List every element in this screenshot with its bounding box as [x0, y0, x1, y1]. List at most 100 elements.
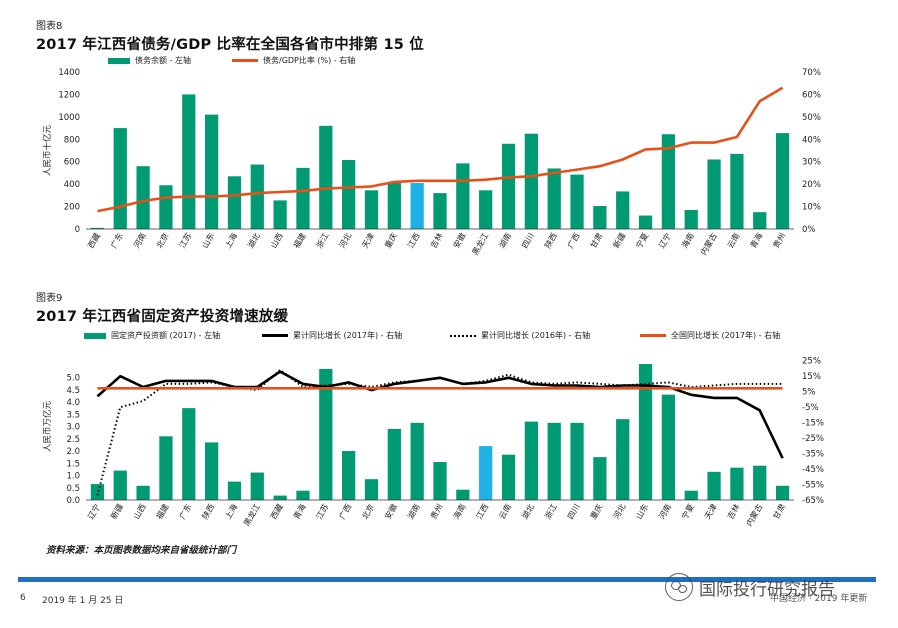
x-tick-label: 海南	[451, 502, 468, 521]
bar-山东	[638, 364, 653, 500]
y-left-tick-label: 1000	[58, 113, 80, 123]
black-line-swatch	[262, 334, 288, 337]
series-line-累计同比增长 (2017年) - 右轴	[96, 370, 784, 459]
y-right-tick-label: 50%	[802, 113, 821, 123]
y-right-tick-label: -5%	[802, 403, 819, 413]
bar-贵州	[433, 462, 447, 500]
bar-江西	[410, 183, 424, 229]
page-date: 2019 年 1 月 25 日	[42, 596, 124, 606]
bar-西藏	[273, 495, 287, 500]
y-right-tick-label: -55%	[802, 481, 824, 491]
fig9-legend-national-label: 全国同比增长 (2017年) - 右轴	[671, 331, 781, 340]
bar-江西	[479, 446, 493, 500]
fig9-legend-national: 全国同比增长 (2017年) - 右轴	[640, 330, 780, 341]
fig9-legend-2017-label: 累计同比增长 (2017年) - 右轴	[293, 331, 403, 340]
y-left-tick-label: 1.5	[66, 459, 80, 469]
x-tick-label: 辽宁	[85, 502, 102, 521]
x-tick-label: 甘肃	[771, 502, 788, 521]
y-left-tick-label: 4.0	[66, 398, 80, 408]
footer-note: 中国经济 · 2019 年更新	[770, 594, 868, 604]
x-tick-label: 宁夏	[679, 502, 696, 521]
figure-8-title: 2017 年江西省债务/GDP 比率在全国各省市中排第 15 位	[36, 37, 424, 53]
bar-广西	[570, 174, 584, 229]
x-tick-label: 湖南	[405, 502, 422, 521]
fig8-legend-line-label: 债务/GDP比率 (%) - 右轴	[263, 56, 356, 65]
y-right-tick-label: 20%	[802, 180, 821, 190]
bar-内蒙古	[753, 465, 767, 500]
y-right-tick-label: 0%	[802, 225, 816, 235]
bar-四川	[524, 133, 538, 229]
chart-fixed-asset-investment: 0.0 0.5 1.0 1.5 2.0 2.5 3.0 3.5 4.0 4.5 5.0 -65% -55…	[42, 357, 824, 528]
bar-辽宁	[90, 484, 105, 500]
series-line-债务/GDP比率 (%) - 右轴	[97, 86, 784, 213]
y-right-tick-label: 70%	[802, 68, 821, 78]
x-tick-label: 广东	[177, 502, 194, 521]
bar-浙江	[547, 422, 561, 500]
x-tick-label: 河北	[611, 502, 628, 521]
bar-上海	[227, 176, 242, 229]
y-left-tick-label: 600	[64, 158, 80, 168]
y-right-tick-label: 5%	[802, 388, 816, 398]
x-tick-label: 天津	[702, 502, 719, 521]
y-left-tick-label: 0.0	[66, 496, 80, 506]
y-left-tick-label: 800	[64, 135, 80, 145]
bar-辽宁	[661, 134, 676, 229]
x-tick-label: 内蒙古	[744, 502, 765, 528]
x-tick-label: 浙江	[542, 502, 559, 521]
x-tick-label: 安徽	[382, 502, 399, 521]
bar-湖南	[410, 422, 424, 500]
y-right-tick-label: 40%	[802, 135, 821, 145]
bar-浙江	[319, 125, 333, 229]
y-axis-label: 人民币万亿元	[42, 401, 53, 453]
fig9-legend-bar-label: 固定资产投资额 (2017) - 左轴	[111, 331, 221, 340]
bar-甘肃	[593, 206, 607, 229]
bar-福建	[159, 436, 173, 500]
x-tick-label: 福建	[154, 502, 171, 521]
bar-河北	[342, 160, 356, 229]
y-left-tick-label: 4.5	[66, 386, 80, 396]
y-left-tick-label: 3.0	[66, 423, 80, 433]
bar-甘肃	[775, 485, 790, 500]
x-tick-label: 新疆	[108, 502, 125, 521]
bar-吉林	[730, 467, 744, 500]
y-right-tick-label: -15%	[802, 419, 824, 429]
bar-山西	[136, 485, 150, 500]
y-left-tick-label: 5.0	[66, 374, 80, 384]
footer-rule	[18, 577, 876, 582]
y-right-tick-label: 30%	[802, 158, 821, 168]
y-left-tick-label: 0	[75, 225, 80, 235]
bar-云南	[501, 454, 516, 500]
y-left-tick-label: 2.0	[66, 447, 80, 457]
bar-天津	[707, 471, 721, 500]
x-tick-label: 陕西	[200, 502, 217, 521]
bar-西藏	[90, 227, 105, 229]
bar-宁夏	[638, 215, 653, 229]
bar-湖北	[524, 421, 538, 500]
y-right-tick-label: -45%	[802, 465, 824, 475]
bar-吉林	[433, 193, 447, 229]
y-axis-label: 人民币十亿元	[42, 125, 53, 177]
bar-湖北	[250, 164, 264, 229]
bar-陕西	[547, 168, 561, 229]
x-tick-label: 江西	[475, 503, 491, 521]
x-tick-label: 河南	[656, 502, 673, 521]
bar-swatch	[108, 57, 130, 64]
bar-青海	[753, 212, 767, 229]
watermark-text: 国际投行研究报告	[699, 579, 835, 600]
bar-福建	[296, 167, 310, 229]
bar-河南	[136, 166, 150, 229]
bar-河南	[661, 394, 676, 500]
y-left-tick-label: 1.0	[66, 472, 80, 482]
bar-青海	[296, 490, 310, 500]
bar-江苏	[319, 368, 333, 500]
fig9-legend-bar: 固定资产投资额 (2017) - 左轴	[84, 330, 220, 341]
bar-重庆	[387, 183, 401, 229]
y-left-tick-label: 2.5	[66, 435, 80, 445]
bar-天津	[364, 190, 379, 229]
bar-云南	[730, 153, 744, 229]
figure-9-title: 2017 年江西省固定资产投资增速放缓	[36, 309, 289, 325]
bar-黑龙江	[250, 472, 264, 500]
y-right-tick-label: -25%	[802, 434, 824, 444]
bar-新疆	[616, 191, 630, 229]
fig9-legend-2016-label: 累计同比增长 (2016年) - 右轴	[481, 331, 591, 340]
